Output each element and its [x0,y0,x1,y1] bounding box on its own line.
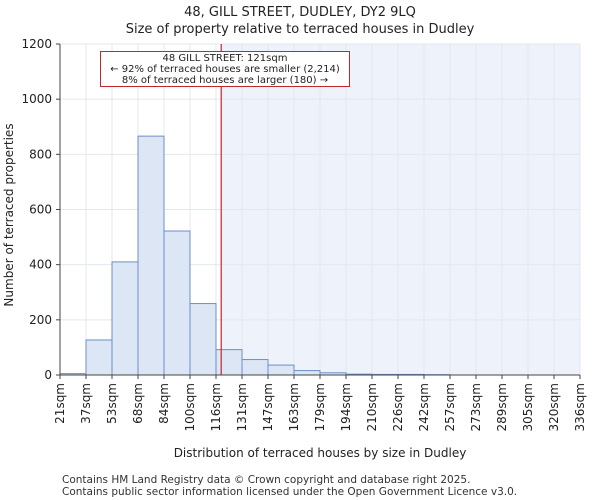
y-tick-label-1000: 1000 [21,92,52,106]
x-tick-label-320sqm: 320sqm [547,383,561,431]
x-tick-label-210sqm: 210sqm [365,383,379,431]
annotation-line-3: 8% of terraced houses are larger (180) → [121,75,329,86]
x-tick-label-68sqm: 68sqm [131,383,145,424]
annotation-line-1: 48 GILL STREET: 121sqm [162,53,288,64]
y-tick-label-600: 600 [29,203,52,217]
title-line-2: Size of property relative to terraced ho… [125,22,475,37]
x-tick-label-131sqm: 131sqm [235,383,249,431]
y-axis-label: Number of terraced properties [2,123,16,306]
bar-116sqm [215,349,243,376]
x-tick-label-84sqm: 84sqm [157,383,171,424]
y-tick-label-400: 400 [29,258,52,272]
axis-layer: 0 200 400 600 800 1000 1200 21sqm 37sqm 53sqm 68sq… [21,37,587,431]
x-tick-label-257sqm: 257sqm [443,383,457,431]
y-tick-label-0: 0 [44,368,52,382]
annotation-line-2: ← 92% of terraced houses are smaller (2,… [110,64,340,75]
x-tick-label-305sqm: 305sqm [521,383,535,431]
bar-53sqm [111,261,139,376]
bar-37sqm [85,339,113,376]
x-tick-label-179sqm: 179sqm [313,383,327,431]
x-tick-label-163sqm: 163sqm [287,383,301,431]
x-tick-label-116sqm: 116sqm [209,383,223,431]
x-tick-label-336sqm: 336sqm [573,383,587,431]
bar-84sqm [163,230,191,376]
x-tick-label-289sqm: 289sqm [495,383,509,431]
title-line-1: 48, GILL STREET, DUDLEY, DY2 9LQ [184,5,416,20]
bar-163sqm [293,370,321,376]
x-tick-label-242sqm: 242sqm [417,383,431,431]
bar-147sqm [267,364,295,376]
y-tick-label-200: 200 [29,313,52,327]
x-tick-label-53sqm: 53sqm [105,383,119,424]
chart-title: 48, GILL STREET, DUDLEY, DY2 9LQ Size of… [0,4,600,38]
property-annotation-box: 48 GILL STREET: 121sqm ← 92% of terraced… [100,51,350,87]
x-axis-label: Distribution of terraced houses by size … [174,446,467,460]
x-tick-label-21sqm: 21sqm [53,383,67,424]
footer: Contains HM Land Registry data © Crown c… [62,474,517,498]
x-tick-label-147sqm: 147sqm [261,383,275,431]
bar-layer [59,135,451,376]
bar-68sqm [137,135,165,376]
y-tick-label-800: 800 [29,147,52,161]
footer-line-1: Contains HM Land Registry data © Crown c… [62,474,471,486]
x-tick-label-194sqm: 194sqm [339,383,353,431]
footer-line-2: Contains public sector information licen… [62,486,518,498]
bar-131sqm [241,359,269,376]
x-tick-label-226sqm: 226sqm [391,383,405,431]
bar-100sqm [189,303,217,376]
x-tick-label-273sqm: 273sqm [469,383,483,431]
y-tick-label-1200: 1200 [21,37,52,51]
x-tick-label-100sqm: 100sqm [183,383,197,431]
x-tick-label-37sqm: 37sqm [79,383,93,424]
